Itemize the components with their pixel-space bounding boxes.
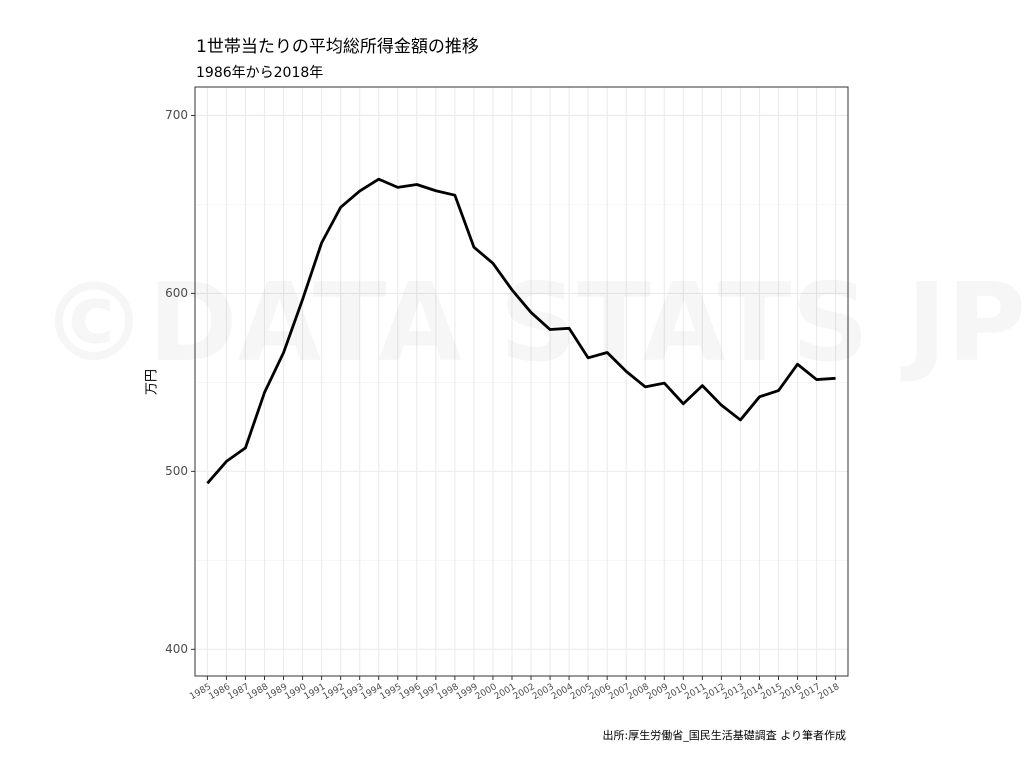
watermark: ©DATA STATS JP [40,261,1024,386]
caption: 出所:厚生労働省_国民生活基礎調査 より筆者作成 [603,728,846,742]
panel-border [194,86,849,677]
y-tick-label: 600 [165,286,188,300]
plot-panel [195,87,848,676]
chart-title: 1世帯当たりの平均総所得金額の推移 [196,37,479,57]
marks [206,177,836,485]
y-tick-label: 400 [165,642,188,656]
y-axis-label: 万円 [145,369,160,395]
y-tick-label: 500 [165,464,188,478]
y-tick-label: 700 [165,108,188,122]
chart-subtitle: 1986年から2018年 [196,65,323,81]
line [206,177,836,485]
